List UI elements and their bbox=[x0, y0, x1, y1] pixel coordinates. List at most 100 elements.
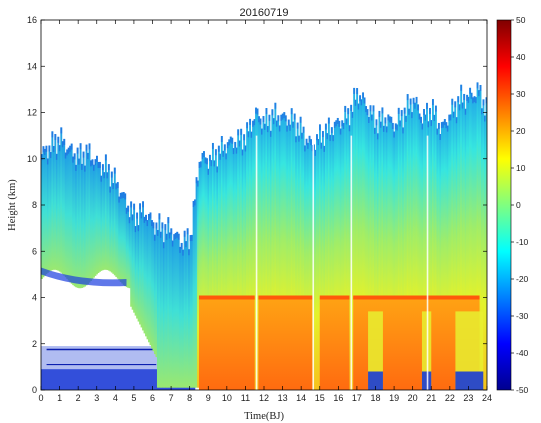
echo-column bbox=[217, 145, 220, 390]
echo-column bbox=[214, 149, 217, 390]
echo-column-edge bbox=[463, 93, 466, 100]
echo-column bbox=[177, 233, 180, 388]
echo-column-edge bbox=[109, 186, 112, 193]
moderate-echo-patch bbox=[368, 311, 383, 390]
echo-column-edge bbox=[448, 114, 451, 121]
echo-column-edge bbox=[266, 126, 269, 133]
echo-column-edge bbox=[255, 107, 257, 114]
echo-column-edge bbox=[134, 226, 137, 233]
echo-column bbox=[110, 171, 113, 273]
echo-column bbox=[128, 217, 131, 289]
echo-column bbox=[261, 128, 263, 390]
echo-column bbox=[113, 167, 116, 276]
x-tick-label: 2 bbox=[76, 393, 81, 403]
echo-column-edge bbox=[57, 136, 60, 143]
cloud-base-edge bbox=[41, 267, 127, 287]
echo-column bbox=[49, 152, 52, 271]
echo-column-edge bbox=[119, 192, 122, 199]
echo-column-edge bbox=[258, 116, 260, 123]
echo-column bbox=[265, 108, 268, 390]
echo-column bbox=[188, 249, 191, 388]
echo-column bbox=[412, 97, 415, 390]
echo-column-edge bbox=[275, 120, 278, 127]
echo-column bbox=[240, 128, 243, 390]
x-tick-label: 14 bbox=[296, 393, 306, 403]
echo-column bbox=[109, 186, 112, 272]
echo-column bbox=[173, 234, 176, 388]
echo-column-edge bbox=[381, 107, 384, 114]
echo-column bbox=[179, 246, 182, 388]
echo-column bbox=[58, 145, 61, 272]
echo-column-edge bbox=[394, 123, 397, 130]
echo-column-edge bbox=[393, 131, 396, 138]
echo-column bbox=[323, 145, 326, 390]
x-tick-label: 4 bbox=[113, 393, 118, 403]
echo-column bbox=[406, 94, 409, 390]
echo-column-edge bbox=[320, 142, 323, 149]
y-tick-label: 6 bbox=[32, 246, 37, 256]
echo-column-edge bbox=[323, 145, 326, 152]
echo-column bbox=[238, 140, 241, 390]
echo-column-edge bbox=[222, 150, 225, 157]
echo-column-edge bbox=[378, 110, 381, 117]
y-tick-label: 14 bbox=[27, 61, 37, 71]
echo-column bbox=[317, 139, 320, 390]
echo-column-edge bbox=[417, 104, 420, 111]
x-tick-label: 15 bbox=[315, 393, 325, 403]
echo-column-edge bbox=[48, 145, 51, 152]
echo-column-edge bbox=[194, 199, 197, 206]
echo-column-edge bbox=[382, 125, 385, 132]
echo-column-edge bbox=[403, 107, 406, 114]
echo-column bbox=[96, 155, 98, 275]
echo-column bbox=[170, 228, 173, 388]
echo-column bbox=[171, 240, 174, 388]
echo-column-edge bbox=[385, 126, 388, 133]
strong-echo-region bbox=[198, 297, 255, 390]
echo-column-edge bbox=[324, 123, 327, 130]
echo-column bbox=[402, 127, 405, 390]
echo-column-edge bbox=[107, 164, 110, 171]
echo-column-edge bbox=[84, 165, 86, 172]
echo-column bbox=[272, 118, 275, 390]
echo-column bbox=[198, 161, 201, 388]
x-tick-label: 20 bbox=[408, 393, 418, 403]
echo-column bbox=[347, 108, 350, 390]
echo-column bbox=[307, 142, 309, 390]
echo-column-edge bbox=[97, 161, 100, 168]
echo-column-edge bbox=[286, 125, 289, 132]
echo-column-edge bbox=[341, 120, 344, 127]
echo-column bbox=[98, 161, 101, 272]
echo-column-edge bbox=[360, 99, 363, 106]
echo-column-edge bbox=[116, 182, 119, 189]
echo-column bbox=[264, 123, 266, 390]
echo-column-edge bbox=[333, 121, 336, 128]
echo-column bbox=[475, 97, 477, 390]
echo-column-edge bbox=[402, 127, 405, 134]
echo-column-edge bbox=[375, 119, 378, 126]
echo-column-edge bbox=[217, 145, 220, 152]
echo-column bbox=[482, 99, 485, 390]
echo-column-edge bbox=[475, 97, 477, 104]
echo-column-edge bbox=[206, 158, 208, 165]
echo-column-edge bbox=[363, 97, 366, 104]
echo-column-edge bbox=[188, 249, 191, 256]
echo-column bbox=[256, 108, 259, 390]
echo-column-edge bbox=[443, 119, 446, 126]
echo-column-edge bbox=[301, 132, 304, 139]
echo-column-edge bbox=[90, 160, 92, 167]
echo-column-edge bbox=[317, 139, 320, 146]
echo-column bbox=[348, 125, 351, 390]
echo-column bbox=[374, 127, 376, 390]
echo-column bbox=[452, 111, 455, 390]
echo-column-edge bbox=[72, 156, 75, 163]
echo-column bbox=[274, 102, 277, 390]
echo-column-edge bbox=[405, 115, 408, 122]
echo-column bbox=[391, 122, 394, 390]
echo-gap bbox=[255, 135, 258, 390]
echo-column bbox=[310, 139, 312, 390]
echo-column-edge bbox=[262, 116, 265, 123]
echo-column-edge bbox=[305, 138, 308, 145]
echo-column-edge bbox=[189, 235, 192, 242]
echo-column-edge bbox=[226, 142, 229, 149]
echo-column bbox=[269, 130, 272, 390]
